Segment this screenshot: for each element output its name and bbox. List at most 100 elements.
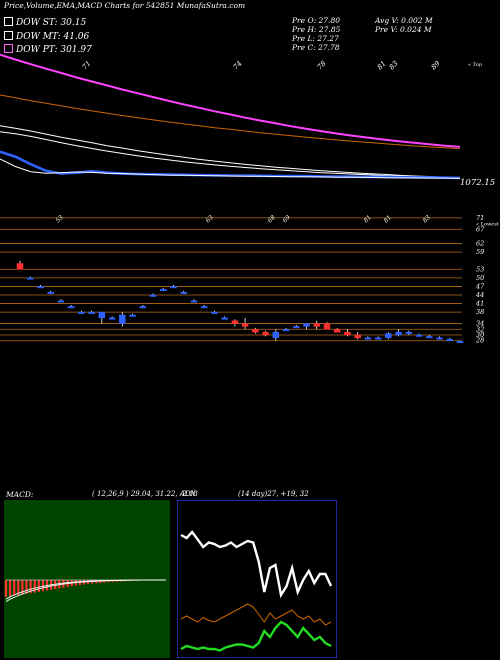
ema-panel: 71 74 78 81 83 89 « Top 1072.15 bbox=[0, 53, 495, 188]
candle-body bbox=[190, 300, 198, 303]
ohlc-open: Pre O: 27.80 bbox=[292, 16, 340, 25]
ema-x-label: 83 bbox=[388, 59, 400, 71]
candle-body bbox=[139, 306, 147, 309]
ema-x-label: 78 bbox=[316, 59, 328, 71]
ema-top-label: « Top bbox=[468, 62, 483, 68]
legend-dow-st: DOW ST: 30.15 bbox=[4, 17, 86, 28]
price-right-label: « Lowest bbox=[476, 222, 500, 228]
ema-x-label: 89 bbox=[430, 59, 442, 71]
candle-body bbox=[231, 320, 239, 324]
price-right-label: 50 bbox=[476, 274, 484, 282]
candle-body bbox=[47, 291, 54, 294]
adx-panel bbox=[177, 500, 337, 658]
candle-body bbox=[108, 317, 116, 320]
candle-body bbox=[26, 277, 34, 280]
macd-label: MACD: bbox=[6, 490, 34, 499]
price-x-label: 68 bbox=[266, 215, 276, 224]
price-right-label: 53 bbox=[476, 265, 484, 273]
candle-body bbox=[129, 314, 136, 317]
price-right-label: 59 bbox=[476, 248, 484, 256]
legend-dow-pt: DOW PT: 301.97 bbox=[4, 44, 92, 55]
ema-x-label: 81 bbox=[376, 59, 388, 71]
candle-body bbox=[160, 289, 167, 292]
candle-body bbox=[200, 306, 208, 309]
candle-body bbox=[456, 341, 464, 344]
candle-body bbox=[272, 331, 280, 339]
candle-body bbox=[149, 294, 157, 297]
price-right-label: 30 bbox=[476, 331, 484, 339]
price-right-label: 47 bbox=[475, 282, 485, 290]
macd-params: ( 12,26,9 ) 29.04, 31.22, -2.18 bbox=[92, 490, 198, 498]
candle-body bbox=[344, 331, 351, 336]
chart-title: Price,Volume,EMA,MACD Charts for 542851 … bbox=[4, 1, 246, 10]
legend-dow-mt: DOW MT: 41.06 bbox=[4, 31, 89, 42]
legend-swatch bbox=[4, 31, 13, 40]
candle-body bbox=[262, 331, 269, 336]
candle-body bbox=[170, 286, 177, 289]
adx-background bbox=[177, 500, 337, 658]
legend-swatch bbox=[4, 44, 13, 53]
ema-series-line bbox=[0, 94, 461, 150]
price-right-label: 71 bbox=[476, 215, 484, 222]
ema-series-line bbox=[0, 150, 461, 180]
price-x-label: 63 bbox=[204, 215, 214, 224]
price-x-label: 83 bbox=[421, 215, 431, 224]
candle-body bbox=[119, 314, 126, 324]
candle-body bbox=[221, 317, 228, 320]
price-x-label: 81 bbox=[362, 215, 372, 224]
candle-body bbox=[436, 337, 443, 340]
adx-params: (14 day)27, +19, 32 bbox=[238, 490, 309, 498]
price-right-label: 38 bbox=[476, 308, 484, 316]
candle-body bbox=[78, 311, 85, 314]
price-right-label: 34 bbox=[476, 320, 484, 328]
ema-y-label: 1072.15 bbox=[460, 178, 495, 188]
candle-body bbox=[303, 323, 310, 327]
adx-series-line bbox=[180, 530, 333, 599]
candle-body bbox=[323, 323, 331, 330]
candle-body bbox=[313, 323, 320, 327]
candle-body bbox=[88, 311, 95, 314]
candle-body bbox=[426, 336, 433, 339]
macd-background bbox=[4, 500, 170, 658]
candle-body bbox=[405, 331, 413, 334]
candle-body bbox=[293, 326, 300, 329]
candle-body bbox=[415, 334, 423, 337]
ohlc-close: Pre C: 27.78 bbox=[292, 43, 340, 52]
price-x-label: 53 bbox=[54, 215, 64, 224]
ohlc-high: Pre H: 27.85 bbox=[292, 25, 341, 34]
avg-volume: Avg V: 0.002 M bbox=[375, 16, 433, 25]
candle-body bbox=[98, 311, 106, 319]
ema-x-label: 74 bbox=[232, 59, 244, 71]
price-right-label: 28 bbox=[475, 337, 484, 345]
candle-body bbox=[395, 331, 402, 336]
candle-body bbox=[364, 337, 372, 340]
price-x-label: 81 bbox=[382, 215, 392, 224]
price-right-label: 32 bbox=[476, 325, 484, 333]
ohlc-low: Pre L: 27.27 bbox=[292, 34, 339, 43]
candle-body bbox=[241, 323, 249, 327]
adx-series-line bbox=[180, 603, 332, 626]
candle-body bbox=[252, 329, 259, 333]
price-right-label: 44 bbox=[475, 291, 484, 299]
ema-series-line bbox=[0, 158, 461, 179]
candle-body bbox=[16, 263, 24, 270]
candle-body bbox=[180, 291, 187, 294]
candle-body bbox=[57, 300, 65, 303]
candle-body bbox=[37, 286, 44, 289]
ema-series-line bbox=[0, 125, 461, 179]
candle-body bbox=[211, 311, 218, 314]
adx-label: ADX bbox=[180, 490, 196, 498]
price-right-label: 67 bbox=[476, 225, 485, 233]
ema-series-line bbox=[0, 53, 461, 148]
ema-x-label: 71 bbox=[81, 59, 93, 71]
candle-body bbox=[282, 329, 290, 332]
adx-series-line bbox=[180, 620, 332, 652]
price-right-label: 41 bbox=[475, 300, 484, 308]
price-x-label: 69 bbox=[281, 215, 291, 224]
candle-body bbox=[385, 333, 392, 339]
candle-body bbox=[67, 306, 75, 309]
candle-body bbox=[374, 337, 382, 340]
legend-swatch bbox=[4, 17, 13, 26]
